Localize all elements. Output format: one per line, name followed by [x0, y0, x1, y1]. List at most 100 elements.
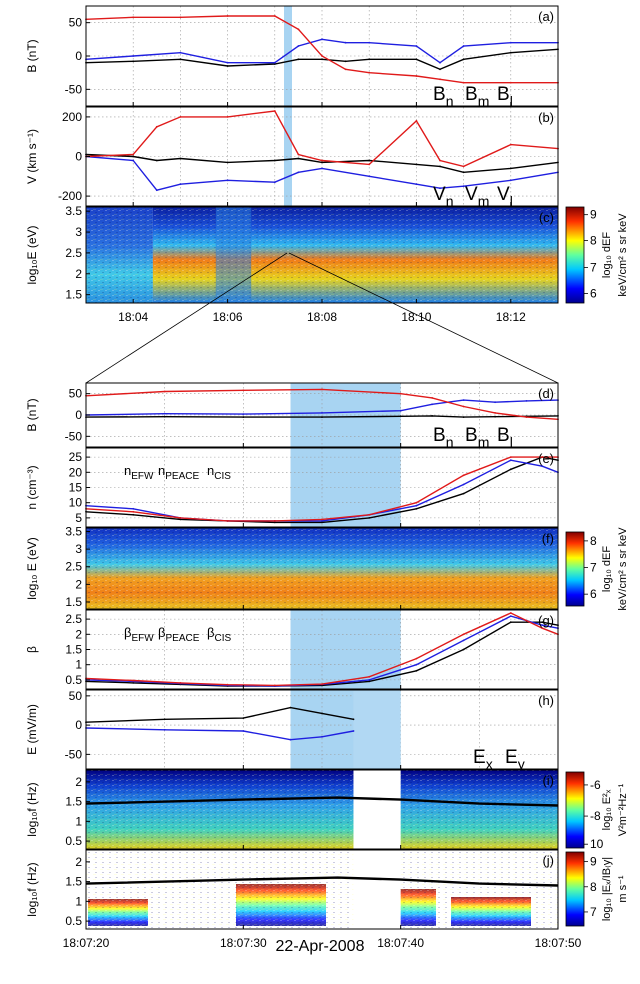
data-point-βEFW: [415, 669, 418, 672]
data-point-Ey: [163, 728, 166, 731]
colorbar: [565, 206, 585, 304]
y-tick-label: 3.5: [65, 525, 82, 539]
data-point-βEFW: [368, 680, 371, 683]
data-point-βCIS: [273, 684, 276, 687]
data-point-nEFW: [179, 518, 182, 521]
y-tick-label: -50: [65, 747, 83, 761]
y-tick-label: 1.5: [65, 875, 82, 889]
y-tick-label: 0: [75, 408, 82, 422]
cyclotron-frequency-line: [85, 876, 559, 887]
data-point-Bm: [431, 403, 433, 406]
colorbar-units: keV/cm² s sr keV: [617, 213, 629, 297]
series-line-Vn: [85, 153, 559, 174]
data-point-nPEACE: [321, 520, 323, 522]
data-point-nEFW: [368, 517, 371, 519]
data-point-Bl: [525, 416, 528, 418]
data-point-Bl: [368, 71, 371, 74]
y-axis-label: n (cm⁻³): [25, 465, 39, 509]
x-tick-label: 18:10: [401, 310, 431, 324]
data-point-Vm: [273, 181, 276, 184]
panel-label: (b): [538, 110, 554, 125]
data-point-Bl: [273, 15, 276, 17]
panel-i: 2 1.5 1 0.5 log₁₀f (Hz) (i) -6 -8 10 log₁₀ E²ₓ V²m…: [25, 769, 629, 851]
y-tick-label: 2.5: [65, 612, 82, 626]
data-gap: [353, 850, 401, 929]
legend-entry: Vn: [433, 184, 453, 209]
data-point-Bl: [509, 81, 512, 84]
data-point-nPEACE: [415, 504, 418, 507]
data-point-βPEACE: [541, 624, 544, 627]
y-tick-label: 1: [75, 814, 82, 828]
data-point-Bl: [415, 75, 418, 77]
data-point-Bl: [132, 16, 135, 19]
data-point-Bm: [439, 61, 441, 64]
y-tick-label: 20: [69, 465, 83, 479]
legend-entry: βPEACE: [158, 625, 200, 644]
data-point-Bn: [297, 58, 300, 61]
panel-label: (c): [539, 210, 554, 225]
data-point-Bn: [462, 58, 465, 61]
plot-frame: [85, 527, 559, 610]
data-point-Vn: [273, 159, 276, 162]
highlight-band: [284, 107, 292, 206]
data-point-Vm: [226, 179, 229, 182]
data-point-βCIS: [415, 657, 418, 660]
y-tick-label: 0: [75, 49, 82, 63]
data-point-Bm: [462, 45, 465, 47]
data-point-Bl: [431, 397, 433, 399]
colorbar-tick-label: -6: [590, 778, 601, 792]
series-line-Bl: [85, 388, 559, 420]
data-point-Bn: [226, 65, 229, 67]
series-line-Bm: [85, 399, 559, 416]
data-point-Vn: [509, 167, 512, 170]
y-tick-label: 3: [75, 542, 82, 556]
y-tick-label: 50: [69, 689, 83, 703]
data-point-Ey: [242, 730, 245, 732]
y-tick-label: 25: [69, 450, 83, 464]
data-point-nPEACE: [541, 465, 544, 468]
legend-entry: Bm: [465, 425, 489, 450]
data-point-Vn: [179, 157, 182, 160]
data-point-Bm: [132, 55, 135, 57]
y-tick-label: 2: [75, 775, 82, 789]
zoom-connector-left: [85, 252, 288, 384]
y-tick-label: -50: [65, 429, 83, 443]
colorbar-tick-label: 6: [590, 587, 597, 601]
panel-label: (g): [538, 613, 554, 628]
colorbar-tick-label: 10: [590, 837, 604, 851]
legend-entry: nCIS: [207, 463, 231, 482]
y-tick-label: 0: [75, 150, 82, 164]
y-tick-label: 50: [69, 16, 83, 30]
data-point-Bl: [439, 78, 441, 81]
colorbar: [565, 771, 585, 849]
data-point-Vl: [439, 159, 441, 162]
data-point-Vl: [462, 165, 465, 168]
legend-entry: Bn: [433, 425, 453, 450]
data-point-Vm: [297, 171, 300, 174]
colorbar-tick-label: -8: [590, 809, 601, 823]
data-point-nPEACE: [132, 507, 135, 510]
data-point-Vl: [155, 125, 158, 128]
data-point-Bl: [242, 389, 245, 392]
data-point-nCIS: [541, 456, 544, 458]
x-tick-label: 18:07:40: [377, 936, 424, 950]
data-point-Ex: [163, 718, 166, 721]
panel-a: 50 0 -50 B (nT) (a) Bn Bm Bl: [25, 5, 559, 109]
date-label: 22-Apr-2008: [276, 938, 365, 955]
data-point-Bm: [242, 413, 245, 415]
data-point-Bm: [179, 51, 182, 54]
data-point-Vm: [439, 187, 441, 190]
data-point-Vn: [321, 161, 323, 164]
legend-entry: nPEACE: [158, 463, 199, 482]
data-point-nCIS: [273, 520, 276, 522]
data-point-Vn: [155, 159, 158, 162]
data-point-nCIS: [132, 510, 135, 513]
y-tick-label: 0.5: [65, 673, 82, 687]
data-point-Bn: [399, 415, 402, 418]
y-tick-label: 0: [75, 718, 82, 732]
data-point-Vm: [368, 175, 371, 178]
y-tick-label: -200: [58, 189, 82, 203]
y-tick-label: 15: [69, 481, 83, 495]
data-point-Vn: [132, 155, 135, 158]
